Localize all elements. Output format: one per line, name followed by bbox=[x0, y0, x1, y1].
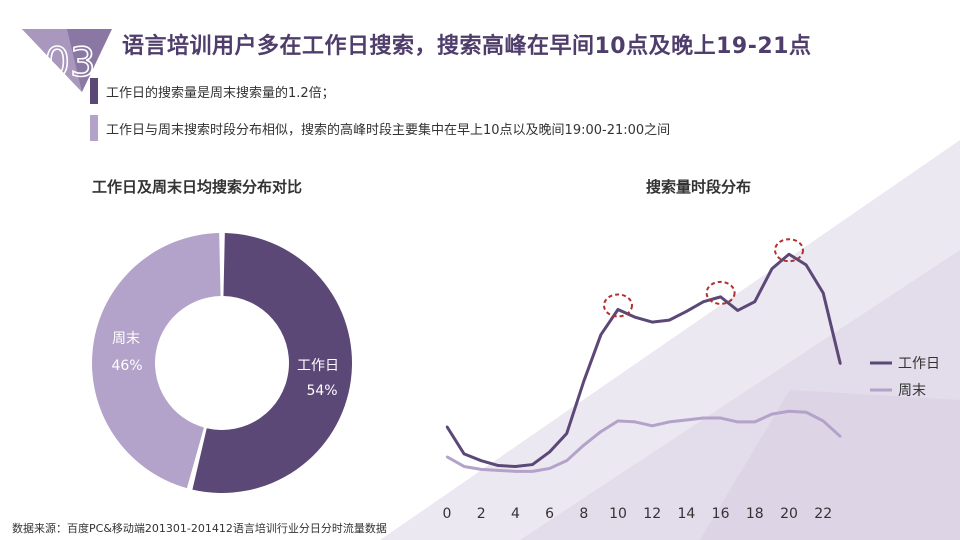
page-title: 语言培训用户多在工作日搜索，搜索高峰在早间10点及晚上19-21点 bbox=[122, 34, 812, 59]
badge-number: 03 bbox=[45, 40, 96, 86]
data-point bbox=[651, 320, 654, 324]
data-point bbox=[497, 464, 500, 467]
data-point bbox=[719, 295, 722, 299]
x-tick-label: 6 bbox=[545, 506, 554, 522]
data-point bbox=[599, 333, 603, 336]
data-point bbox=[822, 419, 825, 423]
data-point bbox=[736, 420, 739, 424]
data-point bbox=[787, 410, 791, 413]
data-point bbox=[514, 465, 517, 468]
slice-label-weekend: 周末 bbox=[112, 331, 140, 347]
legend-label-weekday: 工作日 bbox=[898, 356, 940, 372]
bullet-bar bbox=[90, 78, 98, 104]
data-point bbox=[719, 416, 722, 420]
x-tick-label: 20 bbox=[780, 506, 798, 522]
data-point bbox=[839, 362, 842, 365]
data-point bbox=[480, 468, 483, 471]
data-point bbox=[599, 430, 603, 433]
data-point bbox=[651, 424, 654, 427]
data-point bbox=[685, 310, 688, 313]
data-point bbox=[668, 318, 671, 322]
data-point bbox=[565, 459, 568, 462]
data-point bbox=[633, 420, 637, 424]
slice-value-weekday: 54% bbox=[306, 383, 337, 399]
data-point bbox=[804, 411, 808, 414]
x-tick-label: 22 bbox=[814, 506, 832, 522]
line-chart-title: 搜索量时段分布 bbox=[646, 178, 752, 196]
bullet-text: 工作日与周末搜索时段分布相似，搜索的高峰时段主要集中在早上10点以及晚间19:0… bbox=[106, 122, 671, 138]
data-source-note: 数据来源：百度PC&移动端201301-201412语言培训行业分日分时流量数据 bbox=[12, 522, 387, 535]
bullet-bar bbox=[90, 115, 98, 141]
data-point bbox=[445, 455, 449, 458]
data-point bbox=[531, 463, 534, 466]
data-point bbox=[770, 412, 774, 416]
data-point bbox=[804, 263, 808, 267]
data-point bbox=[462, 452, 466, 456]
data-point bbox=[736, 309, 739, 312]
data-point bbox=[753, 300, 756, 303]
data-point bbox=[787, 253, 791, 256]
data-point bbox=[480, 459, 483, 462]
data-point bbox=[497, 469, 500, 472]
data-point bbox=[616, 308, 620, 311]
x-tick-label: 16 bbox=[712, 506, 730, 522]
data-point bbox=[702, 416, 705, 420]
x-tick-label: 12 bbox=[643, 506, 661, 522]
data-point bbox=[582, 380, 585, 383]
donut-slice-weekend bbox=[91, 233, 221, 489]
bullet-point-2: 工作日与周末搜索时段分布相似，搜索的高峰时段主要集中在早上10点以及晚间19:0… bbox=[90, 115, 670, 141]
data-point bbox=[565, 432, 568, 435]
x-tick-label: 2 bbox=[477, 506, 486, 522]
series-line-weekend bbox=[446, 409, 842, 473]
data-point bbox=[514, 470, 517, 473]
data-point bbox=[753, 420, 756, 424]
data-point bbox=[548, 467, 551, 470]
section-number-badge: 03 bbox=[22, 29, 112, 92]
data-point bbox=[685, 418, 688, 422]
x-tick-label: 14 bbox=[677, 506, 695, 522]
slice-label-weekday: 工作日 bbox=[297, 358, 339, 374]
x-tick-label: 18 bbox=[746, 506, 764, 522]
bullet-text: 工作日的搜索量是周末搜索量的1.2倍； bbox=[106, 85, 335, 101]
data-point bbox=[633, 316, 637, 319]
data-point bbox=[531, 470, 534, 473]
donut-chart-title: 工作日及周末日均搜索分布对比 bbox=[92, 178, 303, 196]
legend-label-weekend: 周末 bbox=[898, 383, 926, 399]
data-point bbox=[702, 300, 705, 303]
data-point bbox=[462, 465, 466, 468]
x-tick-label: 10 bbox=[609, 506, 627, 522]
x-tick-label: 4 bbox=[511, 506, 520, 522]
peak-highlight-circle bbox=[603, 293, 633, 318]
data-point bbox=[582, 443, 585, 447]
peak-highlight-circle bbox=[774, 238, 804, 263]
data-point bbox=[822, 291, 825, 295]
data-point bbox=[839, 435, 842, 438]
bullet-point-1: 工作日的搜索量是周末搜索量的1.2倍； bbox=[90, 78, 335, 104]
data-point bbox=[770, 267, 774, 270]
series-line-weekday bbox=[445, 252, 842, 468]
x-tick-label: 0 bbox=[443, 506, 452, 522]
data-point bbox=[668, 420, 671, 424]
donut-slice-weekday bbox=[192, 233, 352, 493]
peak-highlight-circle bbox=[705, 280, 736, 305]
x-tick-label: 8 bbox=[579, 506, 588, 522]
slice-value-weekend: 46% bbox=[111, 358, 142, 374]
data-point bbox=[616, 419, 620, 423]
data-point bbox=[445, 425, 449, 428]
data-point bbox=[548, 450, 551, 454]
